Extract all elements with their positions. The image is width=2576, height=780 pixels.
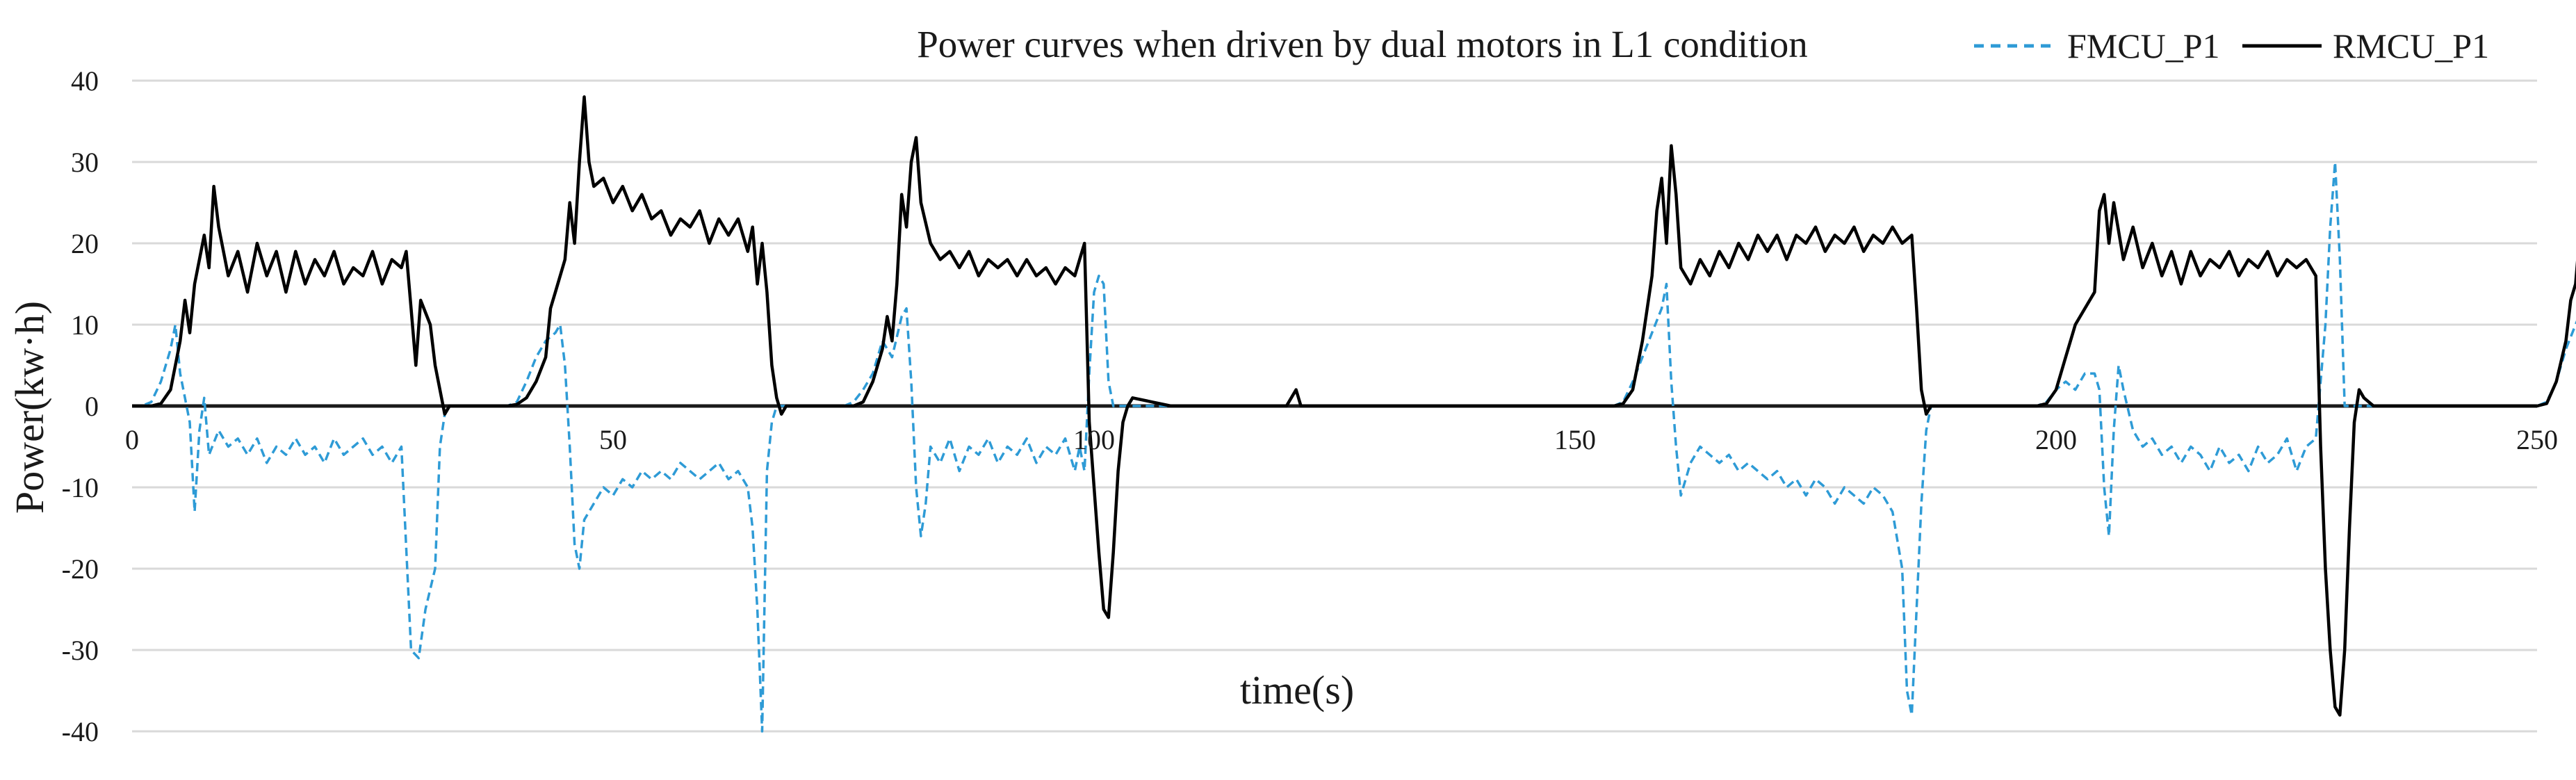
chart-title: Power curves when driven by dual motors … (917, 23, 1808, 65)
y-tick-label: 20 (71, 228, 99, 259)
y-tick-label: 30 (71, 147, 99, 178)
y-tick-label: 0 (85, 391, 99, 422)
x-tick-label: 250 (2516, 424, 2558, 455)
legend: FMCU_P1 RMCU_P1 (1974, 26, 2489, 65)
y-axis-title: Power(kw·h) (7, 301, 52, 514)
x-tick-label: 100 (1073, 424, 1115, 455)
legend-label-fmcu: FMCU_P1 (2067, 26, 2220, 65)
series-line-rmcu-p1 (132, 95, 2576, 717)
x-tick-label: 50 (599, 424, 627, 455)
y-tick-label: 40 (71, 65, 99, 97)
x-tick-label: 150 (1554, 424, 1596, 455)
y-tick-label: 10 (71, 309, 99, 341)
grid-lines (132, 79, 2537, 733)
x-tick-label: 200 (2035, 424, 2077, 455)
y-tick-label: -40 (62, 716, 99, 747)
series-line-fmcu-p1 (132, 161, 2576, 733)
y-tick-label: -20 (62, 553, 99, 585)
x-tick-label: 0 (125, 424, 139, 455)
series-lines (132, 95, 2576, 733)
x-axis-title: time(s) (1240, 667, 1354, 713)
legend-label-rmcu: RMCU_P1 (2333, 26, 2489, 65)
y-tick-label: -10 (62, 472, 99, 503)
tick-labels: -40 -30 -20 -10 0 10 20 30 40 0 50 100 150 200 250 (62, 65, 2558, 747)
y-tick-label: -30 (62, 635, 99, 666)
